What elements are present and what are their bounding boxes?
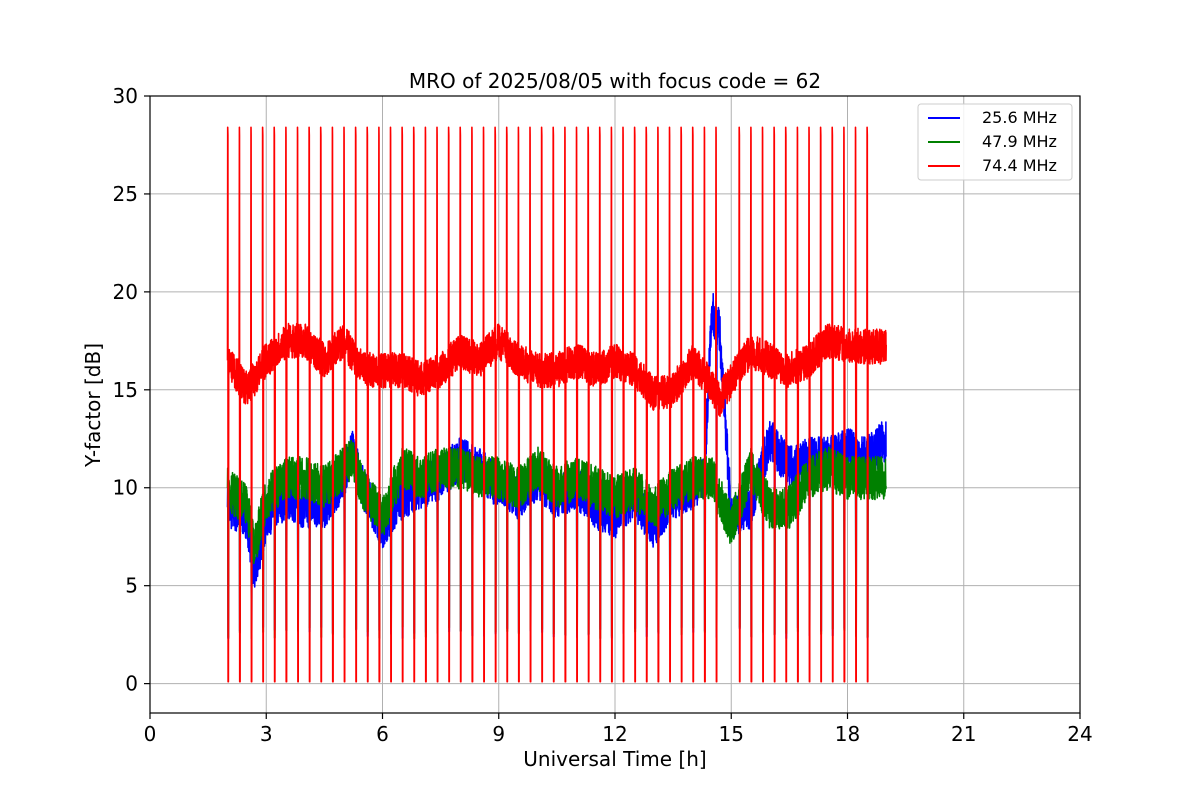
legend: 25.6 MHz 47.9 MHz 74.4 MHz <box>917 103 1073 181</box>
series-line-74-4-mhz <box>226 126 887 683</box>
grid <box>149 95 1081 713</box>
x-tick-label: 12 <box>602 722 627 746</box>
x-tick-label: 24 <box>1067 722 1092 746</box>
y-tick-label: 0 <box>125 672 138 696</box>
series-layer <box>226 126 887 683</box>
series-line-47-9-mhz <box>226 439 887 640</box>
y-tick-label: 10 <box>113 476 138 500</box>
y-axis: 0 5 10 15 20 25 30 <box>113 84 150 696</box>
x-axis: 0 3 6 9 12 15 18 21 24 <box>144 713 1093 746</box>
y-tick-label: 25 <box>113 182 138 206</box>
x-tick-label: 15 <box>719 722 744 746</box>
x-tick-label: 3 <box>260 722 273 746</box>
legend-label: 74.4 MHz <box>982 156 1057 175</box>
y-axis-label: Y-factor [dB] <box>81 343 105 468</box>
x-tick-label: 9 <box>492 722 505 746</box>
y-tick-label: 5 <box>125 574 138 598</box>
x-tick-label: 18 <box>835 722 860 746</box>
x-axis-label: Universal Time [h] <box>523 747 706 771</box>
x-tick-label: 6 <box>376 722 389 746</box>
legend-label: 47.9 MHz <box>982 132 1057 151</box>
legend-box <box>917 103 1073 181</box>
x-tick-label: 0 <box>144 722 157 746</box>
y-tick-label: 15 <box>113 378 138 402</box>
chart-title: MRO of 2025/08/05 with focus code = 62 <box>409 69 821 93</box>
legend-label: 25.6 MHz <box>982 108 1057 127</box>
y-tick-label: 20 <box>113 280 138 304</box>
x-tick-label: 21 <box>951 722 976 746</box>
y-tick-label: 30 <box>113 84 138 108</box>
